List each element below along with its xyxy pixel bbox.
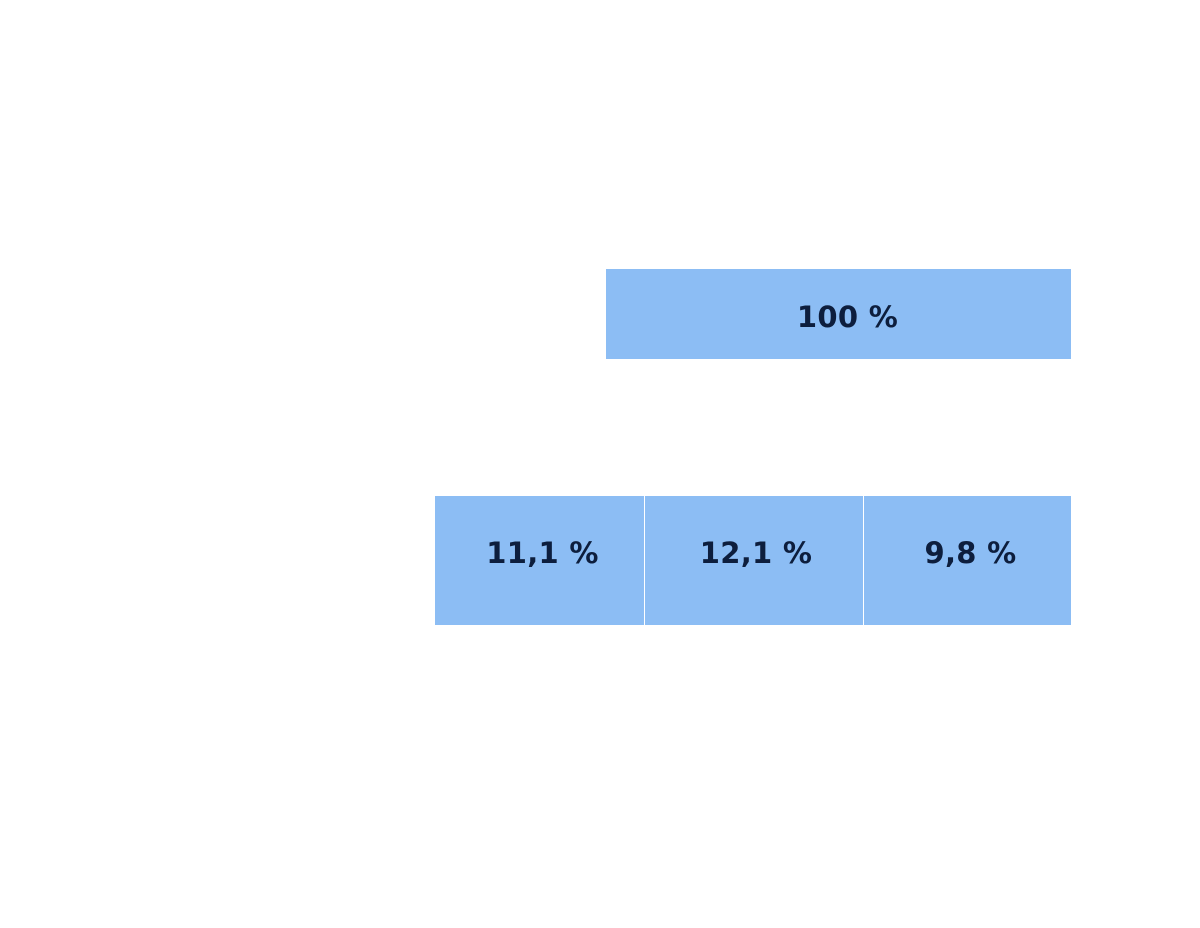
part-cell-3: 9,8 % [864,496,1071,625]
part-label-1: 11,1 % [486,535,599,570]
part-label-2: 12,1 % [699,535,813,570]
part-cell-2: 12,1 % [645,496,863,625]
part-label-3: 9,8 % [924,535,1017,570]
total-label: 100 % [796,300,899,334]
part-cell-1: 11,1 % [435,496,644,625]
total-cell: 100 % [606,269,1071,359]
